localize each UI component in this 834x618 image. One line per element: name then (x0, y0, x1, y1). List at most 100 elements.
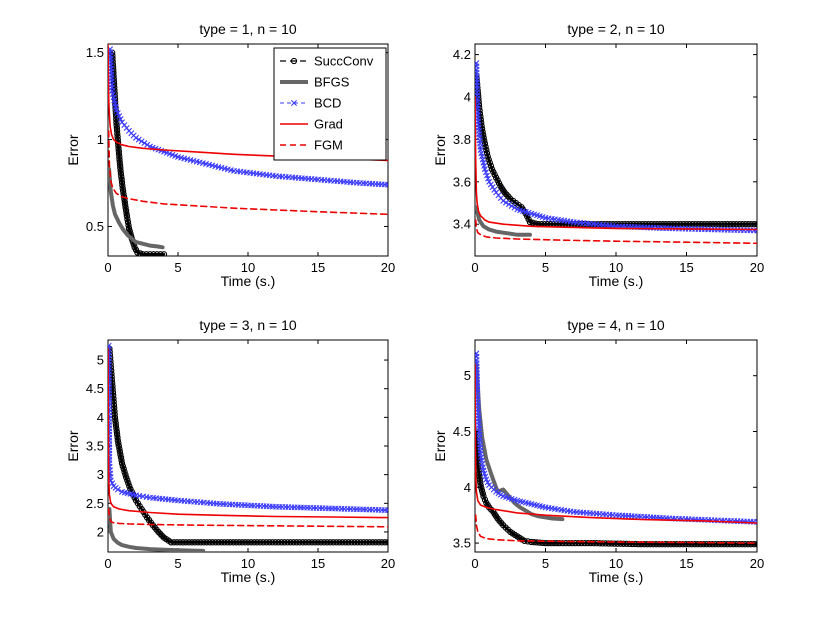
succconv-point (697, 541, 704, 548)
succconv-point (357, 539, 364, 546)
bcd-point (141, 140, 148, 147)
bcd-point (511, 204, 518, 211)
succconv-point (715, 541, 722, 548)
succconv-point (599, 540, 606, 547)
succconv-point (157, 530, 164, 538)
x-tick-label: 10 (241, 260, 255, 275)
succconv-point (668, 221, 675, 228)
legend-label-grad: Grad (314, 117, 343, 132)
subplot-4: 0 5 10 15 20 3.5 4 4.5 5 type = 4, n = 10 Time (s.… (432, 317, 764, 585)
succconv-point (118, 173, 125, 180)
series-line-fgm (108, 130, 388, 216)
succconv-point (113, 121, 120, 129)
succconv-point (118, 460, 126, 467)
x-axis-label: Time (s.) (221, 569, 276, 585)
succconv-point (483, 146, 490, 154)
succconv-point (486, 159, 493, 166)
series-markers-bcd (108, 342, 388, 514)
series-line-grad (475, 96, 757, 231)
succconv-point (113, 116, 120, 123)
succconv-point (263, 539, 270, 546)
legend-label-fgm: FGM (314, 138, 343, 153)
succconv-point (656, 221, 664, 228)
succconv-point (112, 417, 119, 424)
succconv-point (366, 539, 373, 546)
chart-title: type = 2, n = 10 (567, 21, 665, 37)
succconv-point (233, 539, 240, 546)
series-line-bfgs (108, 167, 165, 250)
succconv-point (487, 162, 495, 170)
succconv-point (369, 539, 376, 546)
succconv-point (484, 153, 491, 160)
succconv-point (593, 540, 600, 547)
succconv-point (244, 539, 252, 546)
succconv-point (116, 448, 124, 455)
series-markers-succconv (475, 428, 757, 548)
x-tick-label: 20 (750, 260, 764, 275)
y-tick-label: 4.5 (86, 381, 104, 396)
succconv-point (712, 541, 719, 548)
succconv-point (197, 539, 204, 546)
succconv-point (112, 419, 119, 427)
succconv-point (715, 221, 722, 228)
bcd-point (114, 110, 121, 117)
succconv-point (724, 541, 731, 548)
succconv-point (122, 471, 129, 478)
succconv-point (230, 539, 237, 546)
legend-marker-circle (290, 57, 298, 65)
series-line-grad (108, 44, 388, 162)
x-tick-label: 0 (104, 260, 111, 275)
y-tick-label: 4 (464, 480, 471, 495)
succconv-point (302, 539, 309, 546)
succconv-point (293, 539, 300, 546)
succconv-point (206, 539, 213, 546)
bcd-point (113, 107, 120, 114)
succconv-point (266, 539, 273, 546)
bcd-point (117, 116, 124, 123)
succconv-point (114, 133, 121, 140)
series-markers-succconv (108, 345, 388, 546)
y-axis-label: Error (432, 430, 448, 461)
x-tick-label: 0 (104, 556, 111, 571)
succconv-point (241, 539, 249, 546)
succconv-point (529, 219, 536, 226)
succconv-point (644, 541, 651, 548)
x-tick-label: 5 (174, 556, 181, 571)
plot-area (475, 60, 757, 245)
succconv-point (476, 473, 483, 480)
succconv-point (483, 150, 491, 157)
succconv-point (730, 221, 737, 228)
succconv-point (709, 541, 716, 548)
succconv-point (317, 539, 325, 546)
succconv-point (272, 539, 279, 546)
succconv-point (308, 539, 316, 546)
succconv-point (123, 474, 130, 481)
succconv-point (481, 140, 489, 147)
x-tick-label: 20 (750, 556, 764, 571)
succconv-point (375, 539, 383, 546)
series-line-fgm (475, 219, 757, 245)
chart-title: type = 4, n = 10 (567, 317, 665, 333)
succconv-point (747, 221, 755, 228)
y-tick-label: 3.5 (453, 536, 471, 551)
succconv-point (727, 221, 734, 228)
succconv-point (747, 541, 755, 548)
succconv-point (170, 539, 178, 546)
succconv-point (238, 539, 246, 546)
succconv-point (596, 540, 603, 547)
subplot-1: 0 5 10 15 20 0.5 1 1.5 type = 1, n = 10 Time (s.)… (65, 21, 395, 289)
plot-area (475, 350, 757, 548)
succconv-point (694, 541, 701, 548)
succconv-point (113, 428, 120, 435)
succconv-point (587, 539, 594, 547)
succconv-point (290, 539, 297, 546)
succconv-point (480, 493, 487, 500)
succconv-point (117, 170, 125, 177)
succconv-point (562, 539, 570, 547)
x-tick-label: 5 (542, 556, 549, 571)
succconv-point (476, 476, 483, 483)
succconv-point (323, 539, 331, 546)
succconv-point (224, 539, 231, 546)
succconv-point (575, 539, 582, 547)
succconv-point (188, 539, 196, 546)
